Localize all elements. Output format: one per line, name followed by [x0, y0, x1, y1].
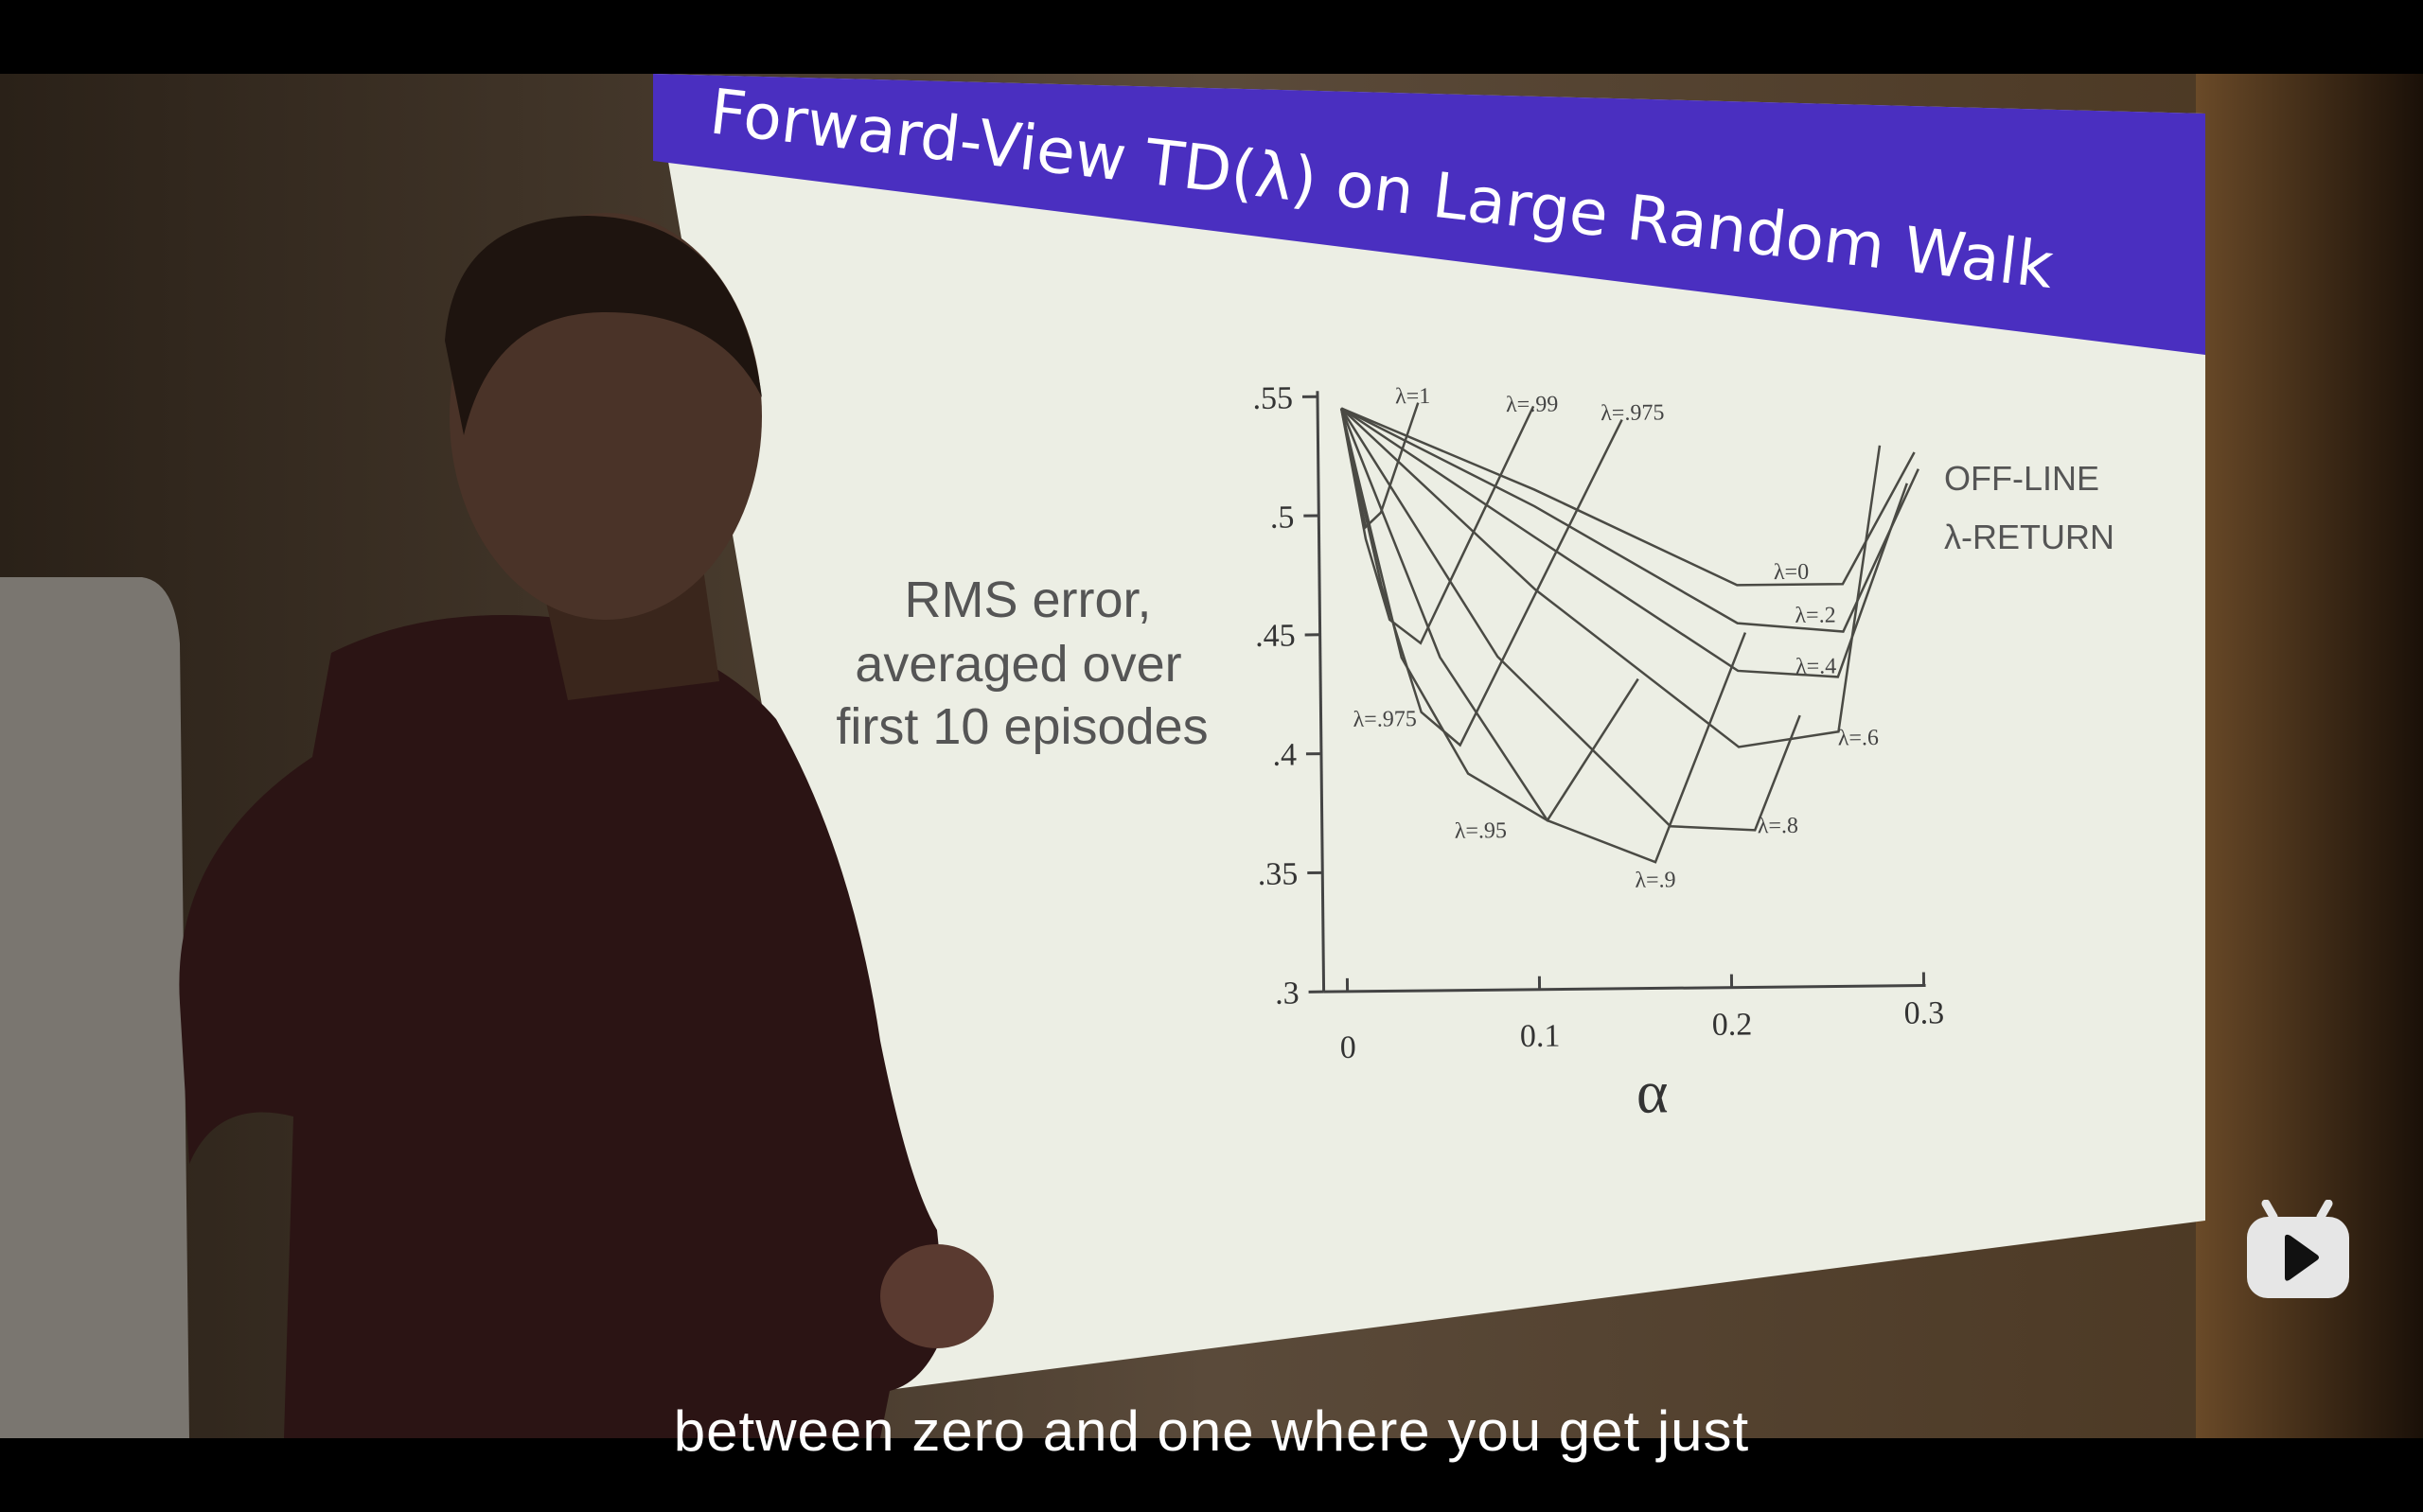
- projection-screen: [653, 74, 2205, 1391]
- curve-lambda-4: [1340, 407, 1908, 678]
- y-tick-label: .5: [1270, 500, 1295, 535]
- offline-annotation: OFF-LINE: [1944, 459, 2099, 498]
- curve-label: λ=.8: [1758, 814, 1798, 838]
- subtitle-caption: between zero and one where you get just: [673, 1399, 1750, 1463]
- presenter-hair: [445, 216, 762, 435]
- curve-label: λ=.975: [1601, 400, 1664, 426]
- presenter: [179, 213, 994, 1438]
- y-tick-label: .35: [1258, 856, 1299, 891]
- curve-label: λ=.9: [1635, 868, 1675, 892]
- slide-header-band: [653, 74, 2205, 355]
- foreground-panel: [0, 577, 189, 1438]
- curve-label: λ=.95: [1455, 818, 1507, 844]
- curve-lambda-6: [1340, 407, 1882, 748]
- x-axis: [1323, 984, 1926, 993]
- bilibili-tv-play-icon: [2247, 1200, 2349, 1298]
- x-tick-label: 0.2: [1712, 1007, 1753, 1042]
- presenter-body: [179, 615, 946, 1438]
- curve-lambda-975: [1339, 408, 1623, 747]
- curve-lambda-2: [1340, 407, 1919, 633]
- curve-lambda-95: [1339, 408, 1639, 822]
- y-axis-label-line: RMS error,: [904, 571, 1151, 628]
- top-black-bar: [0, 0, 2423, 74]
- x-axis-label: α: [1636, 1058, 1669, 1125]
- curve-label: λ=.6: [1838, 726, 1879, 750]
- curve-label: λ=.975: [1353, 707, 1416, 732]
- curve-label: λ=1: [1395, 384, 1430, 409]
- curve-label: λ=0: [1774, 560, 1809, 585]
- curve-label: λ=.2: [1795, 603, 1835, 627]
- y-tick-label: .45: [1255, 618, 1296, 653]
- y-tick-label: .55: [1252, 380, 1293, 415]
- y-axis-label-line: averaged over: [855, 636, 1181, 693]
- curve-label: λ=.4: [1795, 654, 1836, 678]
- y-axis: [1316, 391, 1326, 993]
- y-axis-label-line: first 10 episodes: [836, 698, 1208, 755]
- curve-lambda-1: [1339, 402, 1420, 530]
- x-tick-label: 0.3: [1903, 995, 1944, 1030]
- curve-label: λ=.99: [1506, 393, 1558, 418]
- presenter-hand: [880, 1244, 994, 1348]
- right-wall: [2196, 74, 2423, 1438]
- offline-annotation: λ-RETURN: [1944, 518, 2114, 556]
- bottom-black-bar: [0, 1438, 2423, 1512]
- curve-lambda-99: [1339, 405, 1535, 645]
- y-tick-label: .4: [1272, 737, 1297, 772]
- x-tick-label: 0: [1340, 1030, 1356, 1065]
- rms-error-figure: .55 .5 .45 .4 .35 .3 0 0.1 0.2 0.3 λ=1 λ…: [1252, 380, 1944, 1125]
- y-tick-label: .3: [1275, 976, 1300, 1011]
- x-tick-label: 0.1: [1520, 1019, 1561, 1054]
